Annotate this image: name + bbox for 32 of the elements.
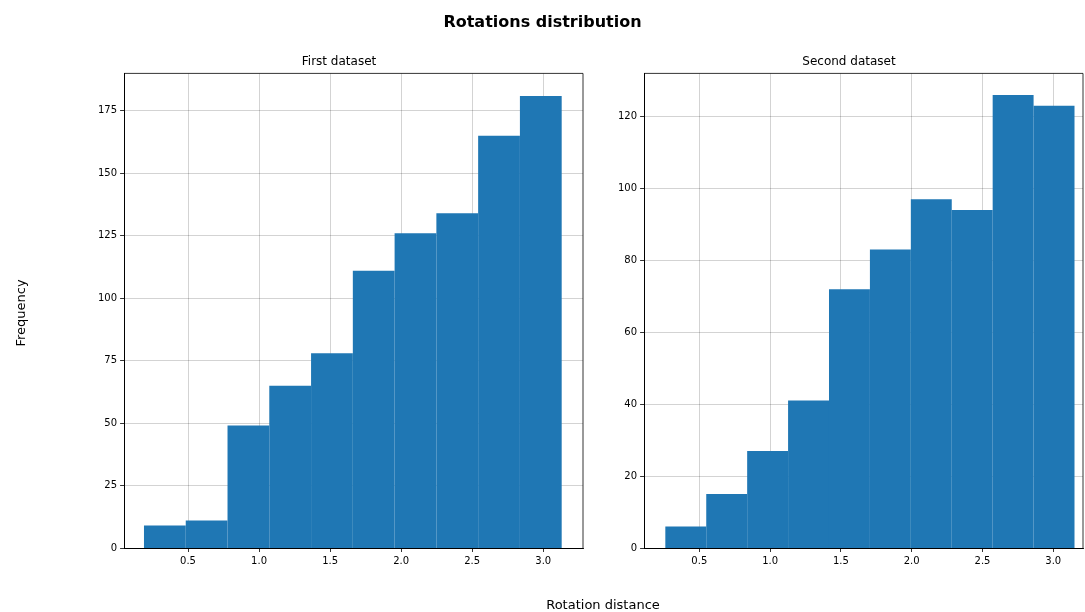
chart-title: Second dataset [802,54,896,69]
y-tick-label: 175 [97,104,118,116]
x-tick-label: 2.0 [393,554,410,566]
text: Rotations distribution [442,12,643,31]
x-tick-label: 1.0 [762,554,779,566]
y-tick-label: 80 [624,253,638,265]
y-tick-label: 120 [617,110,638,122]
chart-title: First dataset [301,54,377,69]
y-tick-label: 40 [624,397,638,409]
x-axis-title: Rotation distance [545,597,661,612]
y-tick-label: 100 [97,291,118,303]
x-tick-label: 0.5 [691,554,708,566]
y-tick-label: 75 [104,354,118,366]
y-tick-label: 0 [110,541,118,553]
x-tick-label: 2.5 [974,554,991,566]
y-tick-label: 0 [630,541,638,553]
x-tick-label: 0.5 [180,554,196,566]
x-tick-label: 2.0 [903,554,920,566]
y-tick-label: 125 [97,229,118,241]
x-tick-label: 1.5 [322,554,339,566]
x-tick-label: 3.0 [1045,554,1062,566]
x-tick-label: 3.0 [535,554,552,566]
y-tick-label: 60 [624,325,638,337]
x-tick-label: 1.0 [251,554,268,566]
y-tick-label: 100 [617,182,638,194]
y-tick-label: 150 [97,166,118,178]
y-axis-title: Frequency [12,279,28,347]
y-tick-label: 25 [104,479,118,491]
x-tick-label: 2.5 [464,554,481,566]
x-tick-label: 1.5 [832,554,849,566]
y-tick-label: 50 [104,416,118,428]
y-tick-label: 20 [624,469,638,481]
